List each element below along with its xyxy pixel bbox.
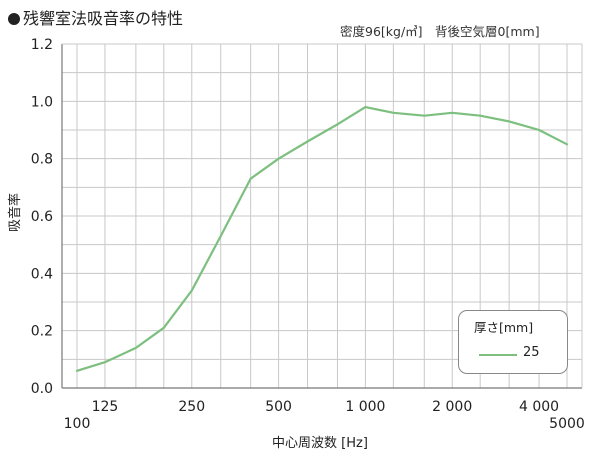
y-tick-label: 0.0 — [31, 381, 53, 397]
y-tick-label: 0.2 — [31, 324, 53, 340]
legend-title: 厚さ[mm] — [474, 320, 534, 335]
bullet-icon — [8, 13, 20, 25]
axes — [61, 43, 583, 389]
y-tick-label: 0.6 — [31, 209, 53, 225]
x-tick-label: 4 000 — [519, 399, 559, 415]
x-tick-label: 1 000 — [345, 399, 385, 415]
legend: 厚さ[mm] 25 — [458, 310, 568, 374]
x-tick-label: 500 — [265, 399, 292, 415]
x-tick-label: 125 — [92, 399, 119, 415]
x-tick-label: 250 — [178, 399, 205, 415]
legend-series-name: 25 — [523, 345, 540, 360]
legend-line-swatch — [479, 354, 517, 356]
series-layer — [75, 105, 569, 372]
y-tick-label: 1.2 — [31, 37, 53, 53]
grid — [62, 44, 582, 388]
x-tick-label-lower: 100 — [64, 416, 91, 432]
y-axis-label: 吸音率 — [8, 192, 23, 232]
chart-title: 残響室法吸音率の特性 — [8, 5, 183, 29]
series-line-25 — [75, 105, 569, 372]
y-tick-label: 1.0 — [31, 94, 53, 110]
tick-labels: 0.0 0.2 0.4 0.6 0.8 1.0 1.2 125 250 500 1 000 2 000… — [31, 37, 585, 432]
chart-title-text: 残響室法吸音率の特性 — [23, 9, 184, 28]
chart-subtitle: 密度96[kg/㎥] 背後空気層0[mm] — [340, 24, 540, 39]
x-tick-label: 2 000 — [432, 399, 472, 415]
x-axis-label: 中心周波数 [Hz] — [272, 436, 368, 451]
x-tick-label-lower: 5000 — [549, 416, 585, 432]
y-tick-label: 0.8 — [31, 152, 53, 168]
y-tick-label: 0.4 — [31, 266, 53, 282]
